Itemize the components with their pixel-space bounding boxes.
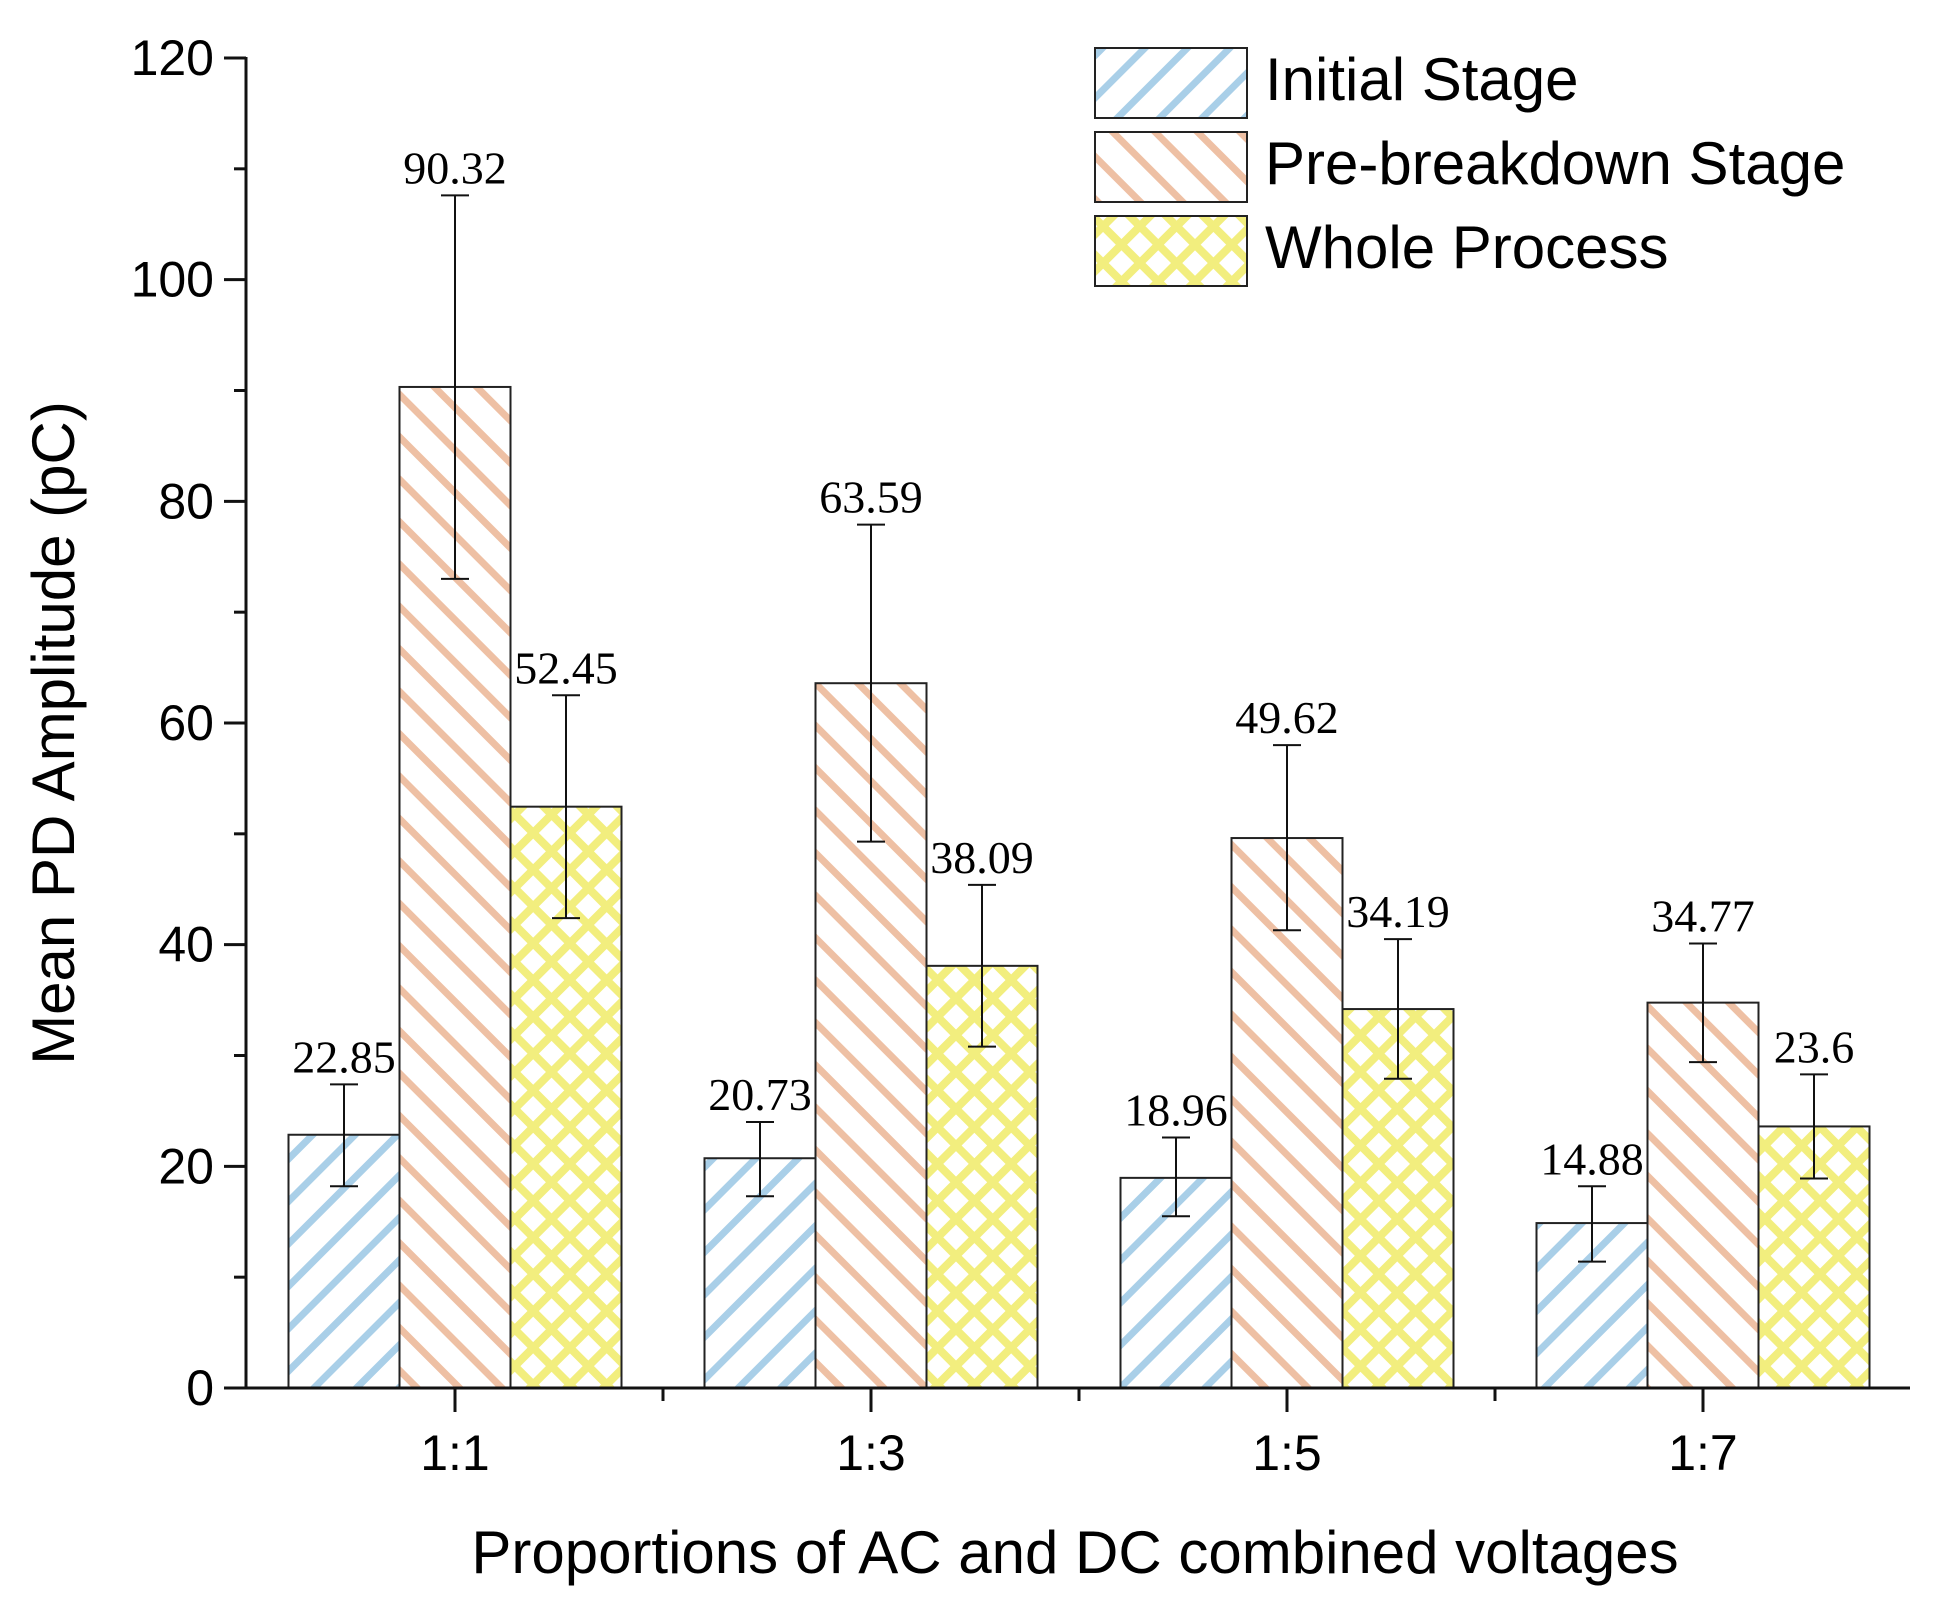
y-tick-label-20: 20 bbox=[158, 1138, 214, 1194]
data-label-initial-stage-1-3: 20.73 bbox=[708, 1069, 812, 1120]
data-label-whole-process-1-1: 52.45 bbox=[514, 642, 618, 693]
data-label-pre-breakdown-stage-1-5: 49.62 bbox=[1235, 692, 1339, 743]
x-axis-title: Proportions of AC and DC combined voltag… bbox=[471, 1519, 1678, 1586]
y-axis-title: Mean PD Amplitude (pC) bbox=[20, 401, 87, 1065]
y-tick-label-100: 100 bbox=[131, 252, 214, 308]
data-label-pre-breakdown-stage-1-3: 63.59 bbox=[819, 472, 923, 523]
bar-pre-breakdown-stage-1-7 bbox=[1646, 1001, 1760, 1389]
legend-label-initial-stage: Initial Stage bbox=[1265, 46, 1579, 113]
legend: Initial Stage Pre-breakdown Stage Whole … bbox=[1094, 46, 1845, 287]
data-label-whole-process-1-5: 34.19 bbox=[1346, 886, 1450, 937]
x-tick-label-1-7: 1:7 bbox=[1668, 1425, 1738, 1481]
data-label-whole-process-1-7: 23.6 bbox=[1774, 1021, 1855, 1072]
x-tick-label-1-3: 1:3 bbox=[836, 1425, 906, 1481]
legend-label-whole-process: Whole Process bbox=[1265, 214, 1668, 281]
y-tick-label-120: 120 bbox=[131, 30, 214, 86]
data-label-whole-process-1-3: 38.09 bbox=[930, 832, 1034, 883]
data-label-pre-breakdown-stage-1-7: 34.77 bbox=[1651, 891, 1755, 942]
data-label-pre-breakdown-stage-1-1: 90.32 bbox=[403, 142, 507, 193]
y-tick-label-80: 80 bbox=[158, 473, 214, 529]
legend-swatch-whole-process bbox=[1094, 215, 1248, 287]
plot-area: 22.85 90.32 52.45 20.73 63.59 38.09 18.96 49.62… bbox=[131, 30, 1910, 1481]
y-tick-label-60: 60 bbox=[158, 695, 214, 751]
legend-swatch-initial-stage bbox=[1094, 47, 1248, 119]
y-tick-label-0: 0 bbox=[186, 1360, 214, 1416]
x-tick-label-1-5: 1:5 bbox=[1252, 1425, 1322, 1481]
data-label-initial-stage-1-1: 22.85 bbox=[292, 1031, 396, 1082]
legend-label-pre-breakdown-stage: Pre-breakdown Stage bbox=[1265, 130, 1845, 197]
data-label-initial-stage-1-7: 14.88 bbox=[1540, 1133, 1644, 1184]
x-tick-label-1-1: 1:1 bbox=[420, 1425, 490, 1481]
y-tick-label-40: 40 bbox=[158, 917, 214, 973]
data-label-initial-stage-1-5: 18.96 bbox=[1124, 1085, 1228, 1136]
legend-swatch-pre-breakdown-stage bbox=[1094, 131, 1248, 203]
